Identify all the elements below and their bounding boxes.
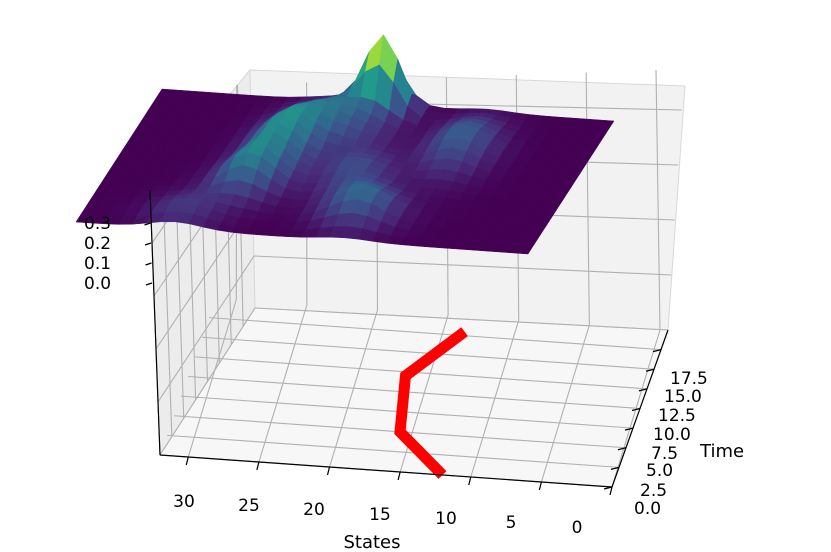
wall-grid-line — [159, 307, 256, 456]
x-tick-mark — [538, 481, 542, 491]
floor-grid-line — [194, 356, 648, 390]
grid-lines — [149, 69, 682, 488]
z-tick-label: 0.3 — [84, 214, 111, 234]
z-tick-label: 0.1 — [84, 254, 111, 274]
z-tick-mark — [144, 222, 151, 226]
wall-grid-line — [585, 72, 590, 326]
wall-grid-line — [157, 255, 255, 403]
y-tick-label: 15.0 — [664, 387, 702, 407]
y-tick-mark — [645, 368, 655, 372]
probability-surface — [75, 33, 615, 255]
y-tick-label: 12.5 — [658, 406, 696, 426]
y-tick-label: 5.0 — [646, 461, 673, 481]
z-tick-mark — [145, 282, 153, 286]
x-tick-label: 20 — [303, 500, 325, 520]
x-tick-mark — [609, 486, 613, 496]
x-tick-label: 30 — [173, 492, 195, 512]
floor-grid-line — [208, 317, 662, 351]
x-tick-mark — [468, 476, 472, 486]
floor-grid-line — [166, 434, 620, 468]
x-axis-label: States — [343, 532, 400, 552]
x-tick-mark — [397, 471, 401, 481]
tick-marks — [144, 222, 662, 496]
y-tick-label: 10.0 — [653, 425, 691, 445]
x-tick-label: 5 — [506, 513, 517, 533]
y-tick-mark — [617, 447, 627, 451]
y-tick-mark — [610, 466, 620, 470]
y-tick-mark — [652, 349, 662, 353]
wall-grid-line — [655, 69, 661, 331]
x-tick-label: 15 — [369, 505, 391, 525]
y-tick-mark — [631, 407, 641, 412]
y-tick-label: 2.5 — [640, 481, 667, 501]
y-tick-mark — [624, 427, 634, 431]
z-tick-mark — [144, 242, 152, 246]
y-tick-mark — [603, 486, 613, 490]
y-tick-label: 0.0 — [634, 499, 661, 519]
wall-grid-line — [254, 307, 669, 331]
z-tick-label: 0.2 — [84, 234, 111, 254]
z-axis-line — [149, 189, 161, 456]
surface-cell — [513, 246, 533, 255]
y-tick-label: 7.5 — [651, 444, 678, 464]
x-axis-line — [159, 454, 613, 488]
trajectory-line — [394, 327, 468, 479]
z-tick-mark — [145, 262, 152, 266]
x-tick-mark — [326, 466, 331, 476]
floor-grid-line — [187, 375, 641, 410]
y-tick-label: 17.5 — [670, 369, 708, 389]
x-tick-label: 25 — [238, 496, 260, 516]
z-tick-label: 0.0 — [84, 274, 111, 294]
x-tick-label: 10 — [435, 509, 457, 529]
x-tick-mark — [256, 461, 260, 471]
wall-grid-line — [253, 255, 672, 276]
y-axis-label: Time — [699, 441, 744, 462]
trajectory-path — [394, 327, 468, 479]
y-tick-mark — [638, 388, 648, 392]
x-tick-mark — [185, 456, 189, 466]
x-tick-label: 0 — [572, 518, 583, 538]
